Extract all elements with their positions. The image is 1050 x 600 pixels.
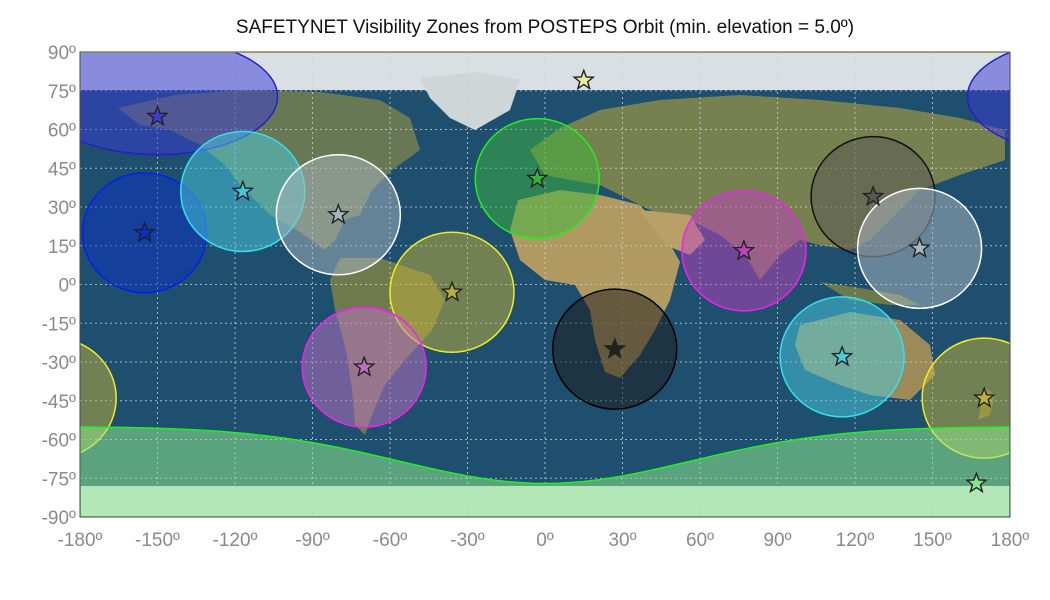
- x-tick-label: 90º: [763, 530, 791, 551]
- y-tick-label: -90º: [42, 508, 76, 529]
- x-tick-label: -120º: [213, 530, 258, 551]
- x-tick-label: 60º: [686, 530, 714, 551]
- x-tick-label: -180º: [58, 530, 103, 551]
- station-star-icon: [908, 236, 931, 259]
- y-tick-label: -15º: [42, 314, 76, 335]
- map-title: SAFETYNET Visibility Zones from POSTEPS …: [235, 17, 855, 38]
- x-tick-label: 0º: [536, 530, 554, 551]
- station-star-icon: [133, 220, 156, 243]
- station-star-icon: [352, 355, 376, 377]
- station-star-icon: [231, 179, 255, 202]
- y-tick-label: -45º: [42, 392, 76, 413]
- y-tick-label: -30º: [42, 353, 76, 374]
- satellite-stations: [133, 68, 996, 494]
- station-star-icon: [603, 337, 627, 359]
- x-tick-label: -60º: [373, 530, 407, 551]
- station-star-icon: [732, 238, 756, 261]
- y-tick-label: -75º: [42, 469, 76, 490]
- y-tick-label: 30º: [48, 198, 76, 219]
- map-frame: [79, 51, 1011, 518]
- zone-circle-wrap: [80, 342, 117, 454]
- zone-arctic-band: [80, 52, 1010, 53]
- y-tick-label: 0º: [58, 276, 76, 297]
- zone-antarctic-band: [80, 426, 1010, 517]
- station-star-icon: [146, 104, 169, 127]
- station-star-icon: [972, 386, 996, 408]
- x-tick-label: 120º: [836, 530, 875, 551]
- x-tick-label: -150º: [135, 530, 180, 551]
- zone-circle: [80, 52, 279, 156]
- station-star-icon: [326, 202, 350, 225]
- zone-circle-wrap: [966, 52, 1010, 142]
- y-tick-label: -60º: [42, 431, 76, 452]
- station-star-icon: [572, 68, 596, 91]
- station-star-icon: [965, 471, 988, 494]
- y-tick-label: 45º: [48, 159, 76, 180]
- station-star-icon: [861, 184, 885, 207]
- y-tick-label: 75º: [48, 82, 76, 103]
- x-tick-label: 30º: [608, 530, 636, 551]
- x-tick-label: -30º: [450, 530, 484, 551]
- y-tick-label: 90º: [48, 43, 76, 64]
- y-axis-ticks: 90º 75º 60º 45º 30º 15º 0º -15º -30º -45º -60º -75º…: [42, 43, 76, 529]
- station-star-icon: [830, 344, 854, 367]
- station-star-icon: [525, 166, 549, 189]
- x-tick-label: -90º: [295, 530, 329, 551]
- station-star-icon: [440, 280, 464, 302]
- y-tick-label: 60º: [48, 121, 76, 142]
- y-tick-label: 15º: [48, 237, 76, 258]
- x-tick-label: 180º: [991, 530, 1030, 551]
- greenland-landmass: [420, 72, 520, 130]
- x-axis-ticks: -180º -150º -120º -90º -60º -30º 0º 30º 60º 90º 12…: [58, 530, 1030, 551]
- x-tick-label: 150º: [913, 530, 952, 551]
